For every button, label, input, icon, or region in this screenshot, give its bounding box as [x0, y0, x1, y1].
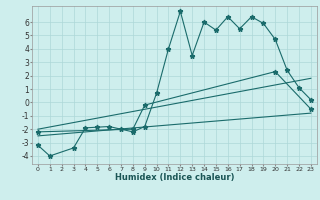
X-axis label: Humidex (Indice chaleur): Humidex (Indice chaleur) — [115, 173, 234, 182]
